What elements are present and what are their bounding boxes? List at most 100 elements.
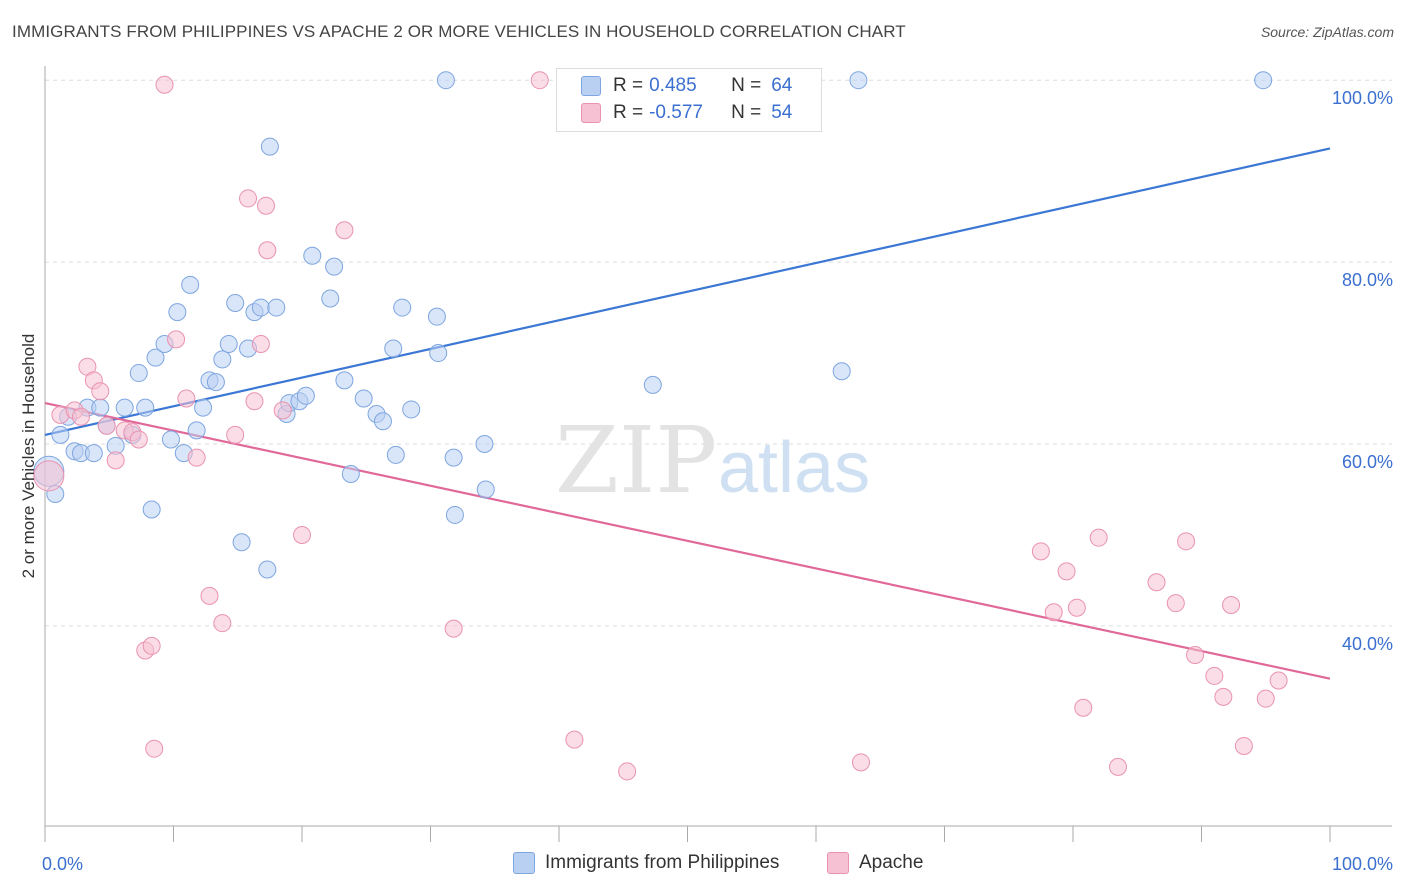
point-philippines [232,533,251,552]
point-apache [1044,603,1063,622]
point-philippines [84,444,103,463]
point-apache [1186,646,1205,665]
point-apache [565,730,584,749]
watermark: ZIP atlas [555,407,870,514]
point-philippines [354,389,373,408]
point-apache [258,241,277,260]
bottom-legend: Immigrants from Philippines Apache [0,852,1406,878]
bottom-legend-label-apache: Apache [859,852,924,873]
point-apache [71,407,90,426]
point-apache [293,525,311,544]
legend-r-label: R = [613,75,644,96]
point-philippines [115,398,134,417]
watermark-atlas: atlas [718,428,870,508]
point-philippines [136,398,155,417]
axes [44,66,1392,842]
point-philippines [181,275,200,294]
point-philippines [213,350,232,369]
legend-n-value: 64 [771,75,793,96]
point-apache [1214,687,1233,706]
trend-line-philippines [44,147,1331,436]
point-philippines [643,375,662,394]
point-apache [257,196,276,215]
point-philippines [321,289,340,308]
point-philippines [373,412,392,431]
point-philippines [187,421,206,440]
grid-lines [45,79,1392,627]
tick-labels: 40.0% 60.0% 80.0% 100.0% 0.0% 100.0% [42,88,1393,874]
legend-n-label: N = [731,102,762,123]
x-tick-label: 0.0% [42,854,83,874]
point-apache [142,636,161,655]
point-philippines [251,298,270,317]
point-philippines [402,400,421,419]
trend-lines [44,147,1331,680]
point-apache [1057,562,1076,581]
point-apache [1031,542,1050,561]
point-apache [851,753,870,772]
legend-row-philippines: R = 0.485 N = 64 [581,73,792,99]
point-apache [245,392,264,411]
legend-n-label: N = [731,75,762,96]
point-apache [251,334,270,353]
point-philippines [445,505,464,524]
point-apache [33,460,65,492]
y-tick-label: 100.0% [1332,88,1393,108]
point-apache [1067,598,1086,617]
point-philippines [296,386,315,405]
point-apache [1234,736,1253,755]
point-apache [530,71,549,90]
point-apache [1222,595,1241,614]
point-philippines [832,362,851,381]
point-philippines [386,445,405,464]
point-apache [187,448,206,467]
point-philippines [436,71,455,90]
point-apache [239,189,258,208]
legend-n-value: 54 [771,102,793,123]
data-points [33,71,1288,781]
y-tick-label: 60.0% [1342,452,1393,472]
point-apache [155,75,174,94]
legend-r-value: 0.485 [649,75,697,96]
point-philippines [168,303,187,322]
point-apache [91,382,110,401]
point-apache [1166,594,1185,613]
point-apache [1074,698,1093,717]
point-apache [129,430,148,449]
bottom-legend-label-philippines: Immigrants from Philippines [545,852,780,873]
y-tick-label: 40.0% [1342,634,1393,654]
legend-r-label: R = [613,102,644,123]
legend: R = 0.485 N = 64 R = -0.577 N = 54 [556,68,822,132]
point-apache [145,739,164,758]
point-apache [1147,573,1166,592]
point-apache [444,619,463,638]
point-apache [97,416,116,435]
point-philippines [206,373,225,392]
point-philippines [427,307,446,326]
legend-row-apache: R = -0.577 N = 54 [581,100,792,126]
point-philippines [341,465,360,484]
point-apache [167,330,186,349]
trend-line-apache [44,401,1331,680]
point-philippines [146,348,165,367]
bottom-legend-swatch-blue [513,852,535,874]
x-tick-label: 100.0% [1332,854,1393,874]
bottom-legend-philippines: Immigrants from Philippines [513,852,779,874]
point-apache [213,614,232,633]
point-philippines [475,435,494,453]
y-tick-label: 80.0% [1342,270,1393,290]
legend-r-value: -0.577 [649,102,703,123]
point-philippines [335,371,354,390]
point-apache [200,586,219,605]
point-apache [1269,671,1288,690]
bottom-legend-apache: Apache [827,852,923,874]
point-apache [226,425,245,444]
point-philippines [393,298,412,317]
point-philippines [51,425,70,444]
y-axis-label: 2 or more Vehicles in Household [19,334,38,579]
point-philippines [325,257,344,276]
point-philippines [91,398,110,417]
point-apache [177,389,196,408]
point-philippines [303,246,322,265]
point-philippines [384,339,403,358]
